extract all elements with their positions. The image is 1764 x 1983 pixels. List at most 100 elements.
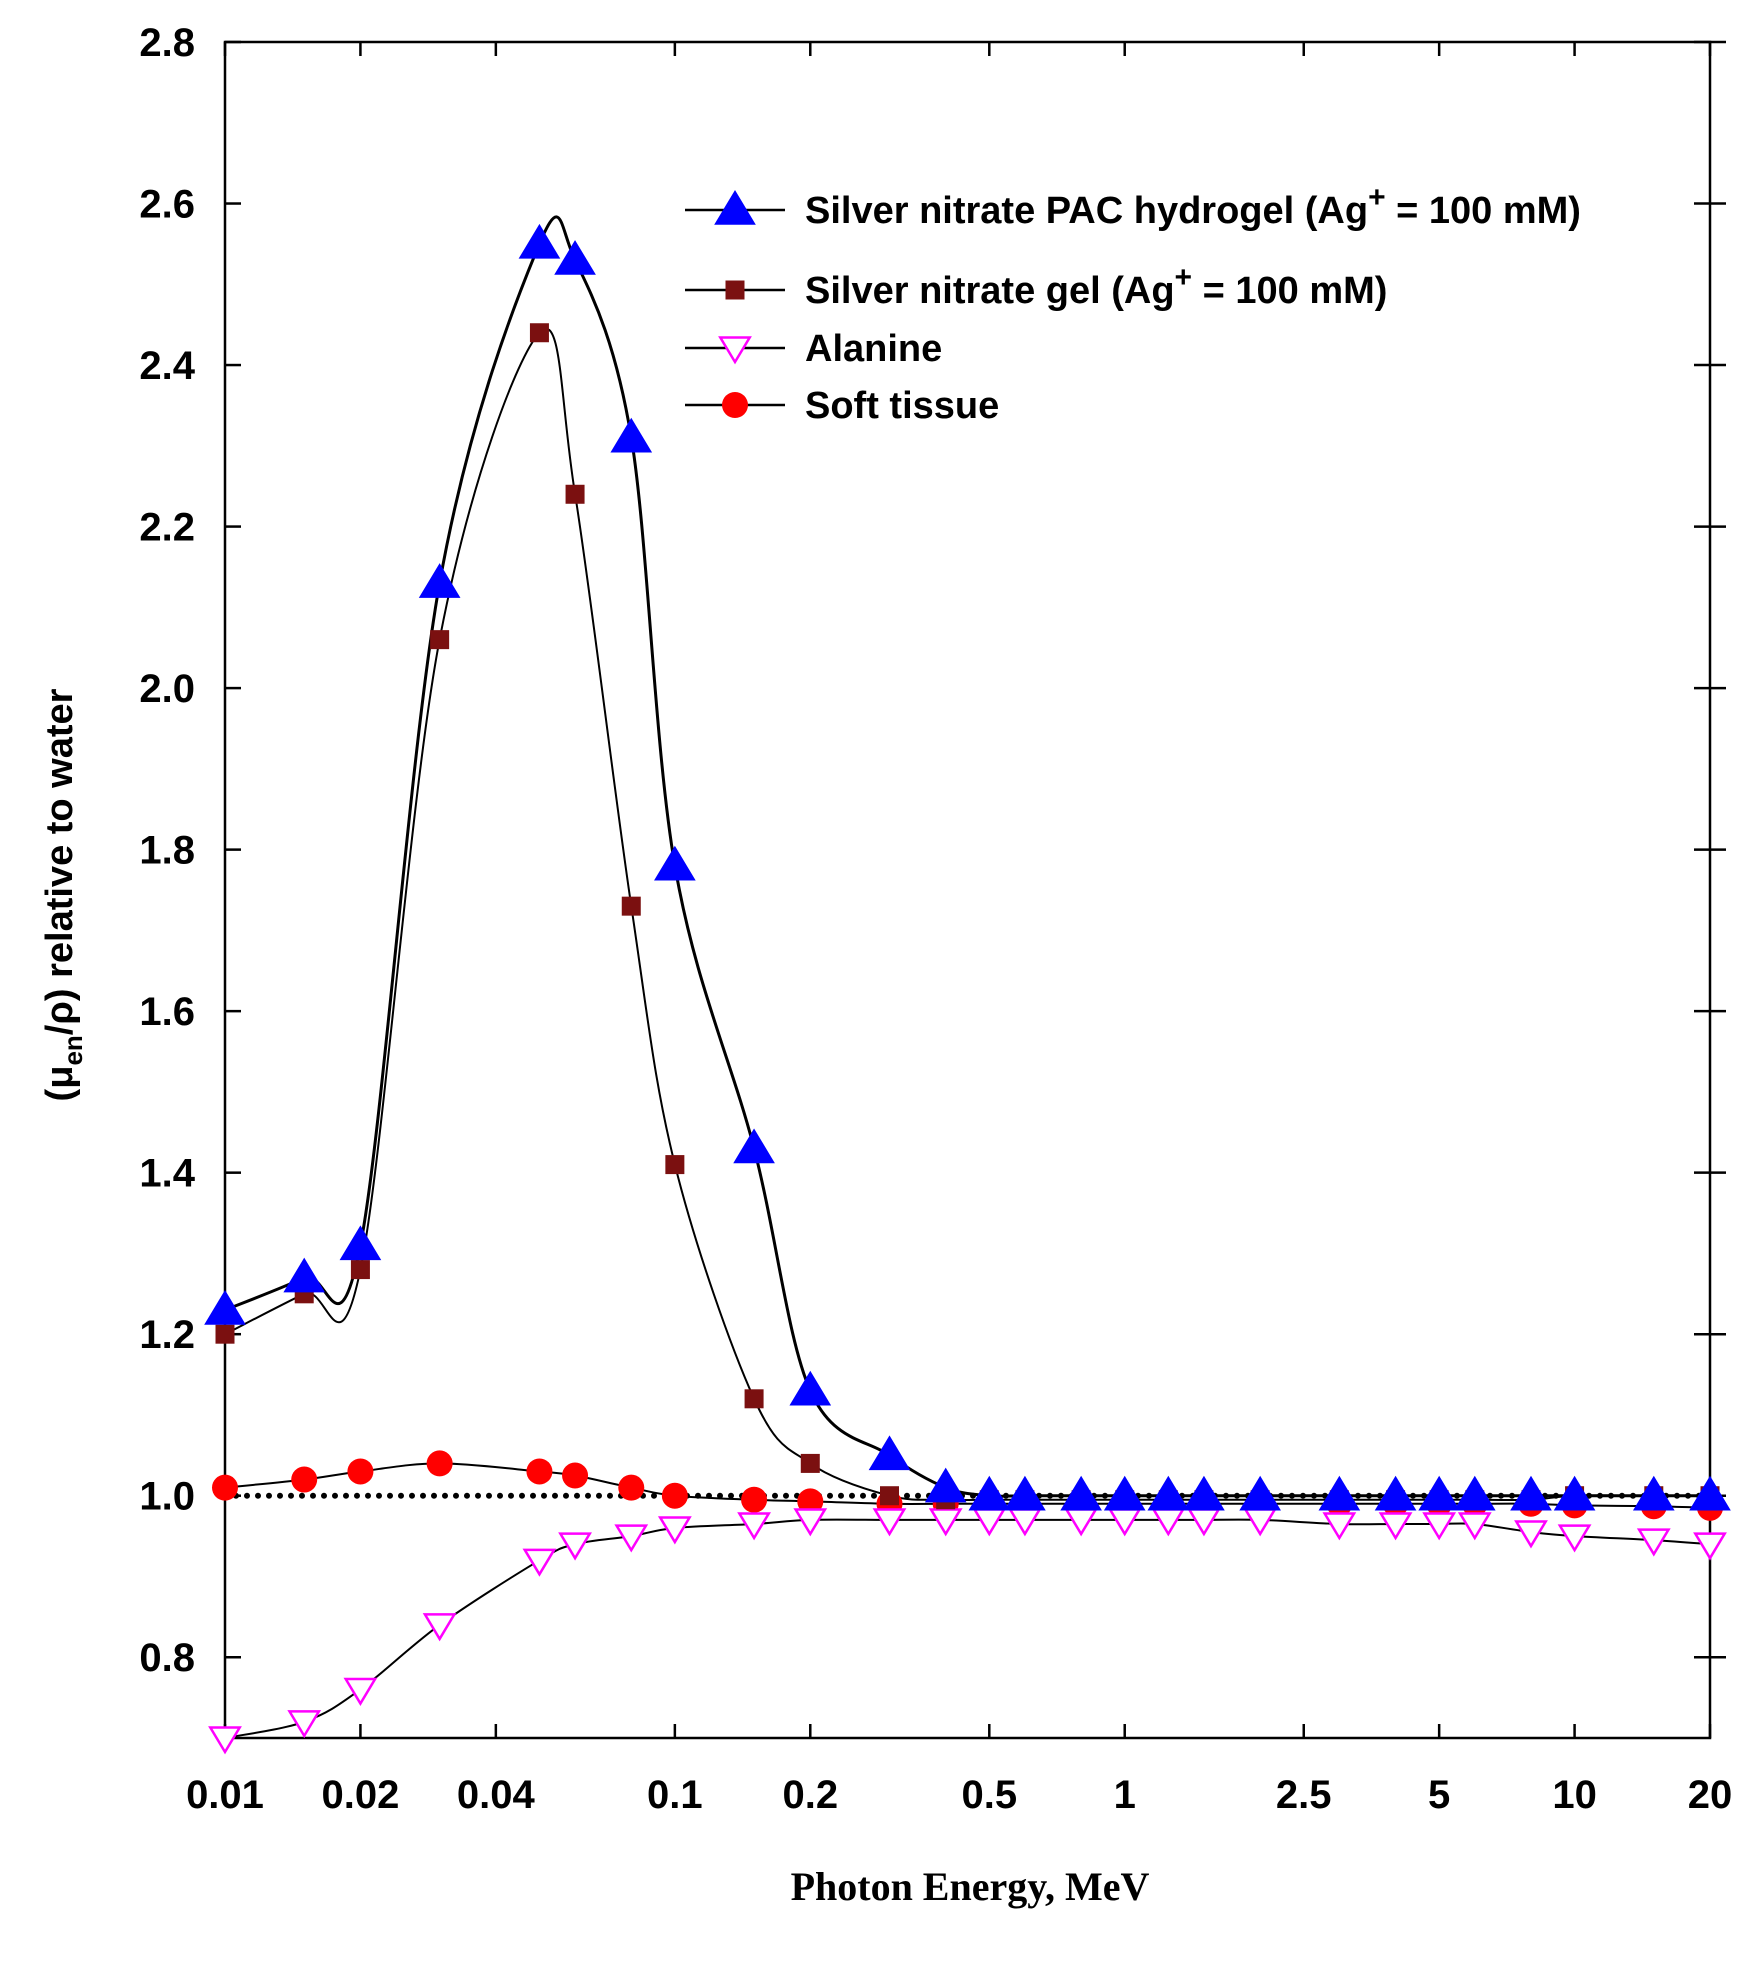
data-point-series-1	[733, 1128, 775, 1164]
data-point-series-1	[789, 1370, 832, 1406]
data-point-series-3	[972, 1508, 1007, 1537]
data-point-series-3	[1557, 1524, 1592, 1553]
x-tick-label: 0.1	[647, 1773, 703, 1817]
data-point-series-3	[614, 1524, 649, 1553]
y-tick-label: 1.6	[139, 990, 195, 1034]
y-axis-label-mid: /ρ)	[39, 988, 81, 1035]
legend-marker-3	[718, 336, 752, 365]
data-point-series-3	[1322, 1512, 1357, 1541]
data-point-series-2	[430, 630, 450, 650]
data-point-series-3	[737, 1512, 771, 1541]
data-point-series-2	[621, 896, 641, 916]
data-point-series-4	[741, 1486, 768, 1513]
y-tick-label: 2.2	[139, 506, 195, 550]
x-tick-label: 0.2	[782, 1773, 838, 1817]
data-point-series-1	[1374, 1475, 1417, 1511]
data-point-series-4	[426, 1450, 453, 1477]
x-tick-label: 10	[1552, 1773, 1597, 1817]
data-point-series-2	[879, 1486, 899, 1506]
legend-marker-4	[722, 392, 748, 418]
data-point-series-1	[1060, 1475, 1102, 1511]
data-point-series-1	[1103, 1475, 1146, 1511]
data-point-series-1	[924, 1467, 967, 1503]
data-point-series-1	[418, 563, 461, 598]
data-point-series-3	[872, 1508, 907, 1537]
data-point-series-2	[565, 484, 585, 504]
data-point-series-1	[868, 1435, 911, 1471]
data-point-series-1	[1632, 1475, 1675, 1511]
data-point-series-3	[558, 1532, 592, 1561]
data-point-series-1	[1183, 1475, 1225, 1511]
data-point-series-3	[1693, 1532, 1727, 1561]
data-point-series-3	[1514, 1520, 1548, 1549]
series-line-3	[224, 1518, 1711, 1739]
data-point-series-3	[1457, 1512, 1492, 1541]
y-axis-label-subscript: en	[58, 1035, 88, 1065]
y-tick-label: 2.8	[139, 21, 195, 65]
data-point-series-3	[522, 1548, 557, 1577]
legend-label-3: Alanine	[805, 328, 942, 370]
x-tick-label: 2.5	[1276, 1773, 1332, 1817]
data-point-series-2	[800, 1453, 820, 1473]
data-point-series-3	[1151, 1508, 1186, 1537]
data-point-series-1	[554, 240, 596, 275]
data-point-series-3	[1187, 1508, 1221, 1537]
legend-marker-2	[725, 280, 745, 300]
data-point-series-2	[350, 1260, 370, 1280]
data-point-series-3	[1636, 1528, 1671, 1557]
y-tick-label: 1.4	[139, 1152, 195, 1196]
data-point-series-3	[1243, 1508, 1278, 1537]
data-point-series-4	[797, 1488, 824, 1515]
data-point-series-1	[968, 1475, 1011, 1511]
x-tick-label: 5	[1428, 1773, 1450, 1817]
data-point-series-2	[529, 323, 549, 343]
x-tick-label: 0.5	[961, 1773, 1017, 1817]
y-axis-label-suffix: relative to water	[39, 688, 81, 988]
y-tick-label: 1.2	[139, 1313, 195, 1357]
data-point-series-1	[1318, 1475, 1361, 1511]
data-point-series-1	[1418, 1475, 1460, 1511]
y-tick-label: 2.4	[139, 344, 195, 388]
y-tick-label: 1.8	[139, 829, 195, 873]
x-axis-label: Photon Energy, MeV	[791, 1864, 1150, 1909]
data-point-series-1	[1553, 1475, 1596, 1511]
data-point-series-3	[1422, 1512, 1457, 1541]
data-point-series-3	[1107, 1508, 1142, 1537]
data-point-series-2	[215, 1324, 235, 1344]
y-tick-label: 2.6	[139, 183, 195, 227]
plot-frame	[223, 40, 1712, 1740]
data-point-series-4	[526, 1458, 553, 1485]
series-markers	[204, 223, 1731, 1755]
data-point-series-1	[283, 1257, 326, 1293]
data-point-series-2	[744, 1389, 764, 1409]
data-point-series-1	[518, 223, 561, 259]
data-point-series-4	[347, 1458, 374, 1485]
y-tick-label: 0.8	[139, 1636, 195, 1680]
y-tick-label: 1.0	[139, 1475, 195, 1519]
legend-label-1: Silver nitrate PAC hydrogel (Ag+ = 100 m…	[805, 181, 1581, 232]
x-tick-label: 0.04	[457, 1773, 536, 1817]
x-tick-label: 1	[1114, 1773, 1136, 1817]
data-point-series-1	[1689, 1475, 1731, 1511]
y-tick-label: 2.0	[139, 667, 195, 711]
x-tick-label: 0.01	[186, 1773, 264, 1817]
data-point-series-3	[928, 1508, 963, 1537]
data-point-series-3	[208, 1726, 242, 1755]
data-point-series-1	[204, 1289, 246, 1325]
data-point-series-4	[562, 1462, 589, 1489]
data-point-series-4	[291, 1466, 318, 1493]
data-point-series-4	[212, 1474, 238, 1501]
y-axis-label-prefix: (μ	[39, 1066, 81, 1102]
legend-marker-1	[714, 190, 756, 225]
data-point-series-3	[1064, 1508, 1099, 1537]
data-point-series-1	[1239, 1475, 1281, 1511]
legend-label-2: Silver nitrate gel (Ag+ = 100 mM)	[805, 261, 1387, 312]
data-point-series-1	[1147, 1475, 1190, 1511]
data-point-series-3	[422, 1613, 457, 1642]
y-axis-label: (μen/ρ) relative to water	[39, 688, 88, 1101]
data-point-series-3	[793, 1508, 828, 1537]
data-point-series-1	[1453, 1475, 1496, 1511]
data-point-series-3	[287, 1710, 322, 1739]
legend: Silver nitrate PAC hydrogel (Ag+ = 100 m…	[685, 181, 1581, 427]
data-point-series-3	[657, 1516, 692, 1545]
